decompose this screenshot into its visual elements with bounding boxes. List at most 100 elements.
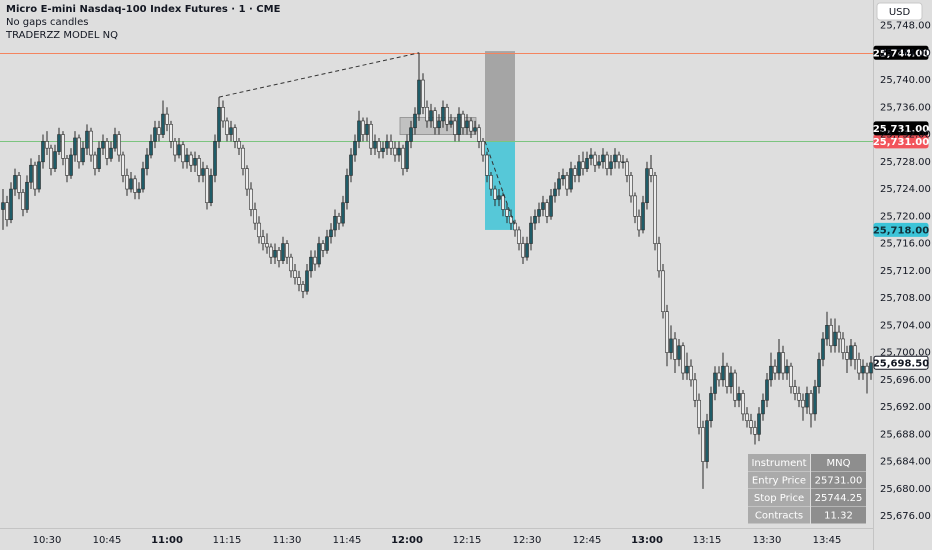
candle-body (689, 365, 693, 381)
candle-body (253, 209, 257, 224)
candle-body (389, 141, 393, 149)
candle-body (269, 246, 273, 258)
candle-body (29, 164, 33, 183)
candle-body (793, 386, 797, 394)
candle-body (721, 365, 725, 381)
candle-body (481, 141, 485, 156)
candle-body (849, 345, 853, 360)
candle-body (361, 120, 365, 135)
candle-body (189, 154, 193, 166)
x-tick-label: 10:45 (93, 535, 122, 546)
y-tick-label: 25,724.00 (880, 184, 931, 195)
candle-body (677, 345, 681, 360)
overlay: 25,744.00 25,731.00 25,731.00 25,718.00 25,6… (218, 45, 929, 524)
price-tag-label: 25,731.00 (873, 137, 929, 148)
candle-body (209, 175, 213, 203)
candle-body (413, 113, 417, 129)
candle-body (397, 147, 401, 156)
candle-body (785, 365, 789, 374)
price-tag-label: 25,731.00 (873, 124, 929, 135)
candle-body (297, 277, 301, 285)
candle-body (129, 178, 133, 190)
candle-body (305, 270, 309, 292)
y-tick-label: 25,740.00 (880, 75, 931, 86)
candle-body (525, 243, 529, 258)
y-tick-label: 25,684.00 (880, 457, 931, 468)
candle-body (609, 161, 613, 169)
candle-body (237, 141, 241, 149)
candle-body (745, 413, 749, 421)
candle-body (49, 147, 53, 169)
candle-body (225, 120, 229, 135)
candle-body (781, 352, 785, 374)
candle-body (825, 325, 829, 340)
candle-body (489, 175, 493, 190)
candle-body (605, 154, 609, 169)
candle-body (5, 202, 9, 221)
candle-body (641, 202, 645, 231)
candle-body (501, 195, 505, 210)
candle-body (853, 345, 857, 360)
table-cell (748, 454, 810, 471)
candle-body (537, 209, 541, 217)
candle-body (545, 202, 549, 217)
candle-body (121, 154, 125, 176)
table-text: MNQ (827, 458, 851, 469)
y-tick-label: 25,676.00 (880, 511, 931, 522)
candle-body (273, 250, 277, 258)
currency-button[interactable] (876, 2, 923, 21)
candle-body (157, 127, 161, 135)
candle-body (177, 144, 181, 156)
y-tick-label: 25,712.00 (880, 266, 931, 277)
candle-body (717, 372, 721, 381)
price-tag-label: 25,718.00 (873, 225, 929, 236)
candle-body (829, 325, 833, 347)
candle-body (233, 127, 237, 142)
candle-body (105, 141, 109, 159)
candle-body (109, 147, 113, 159)
candle-body (1, 202, 5, 210)
y-tick-label: 25,692.00 (880, 402, 931, 413)
candle-body (409, 127, 413, 142)
candle-body (193, 158, 197, 166)
candle-body (405, 141, 409, 169)
candle-body (549, 195, 553, 217)
candle-body (725, 365, 729, 387)
table-text: Stop Price (754, 493, 804, 504)
legend-line: TRADERZZ MODEL NQ (5, 30, 118, 41)
candle-body (113, 134, 117, 149)
candle-body (769, 365, 773, 381)
price-tag (873, 45, 929, 60)
candle-body (777, 352, 781, 374)
trend-line (218, 52, 420, 98)
candle-body (593, 154, 597, 166)
candle-body (805, 393, 809, 408)
candle-body (33, 164, 37, 190)
candle-body (317, 243, 321, 265)
candle-body (93, 154, 97, 169)
candle-body (713, 372, 717, 394)
y-tick-label: 25,720.00 (880, 211, 931, 222)
candle-body (61, 134, 65, 159)
candle-body (213, 141, 217, 176)
price-tag (873, 355, 929, 370)
candle-body (449, 120, 453, 125)
candle-body (9, 188, 13, 221)
candle-body (201, 168, 205, 176)
y-tick-label: 25,748.00 (880, 21, 931, 32)
candle-body (693, 379, 697, 401)
price-tag (873, 222, 929, 237)
candle-body (621, 161, 625, 163)
y-tick-label: 25,744.00 (880, 48, 931, 59)
candle-body (633, 195, 637, 217)
candle-body (165, 113, 169, 125)
table-text: Instrument (751, 458, 806, 469)
candle-body (77, 137, 81, 163)
candle-body (681, 345, 685, 374)
candle-body (533, 216, 537, 224)
candle-body (217, 107, 221, 142)
table-text: Entry Price (752, 476, 806, 487)
candle-body (865, 365, 869, 374)
candle-body (561, 175, 565, 180)
